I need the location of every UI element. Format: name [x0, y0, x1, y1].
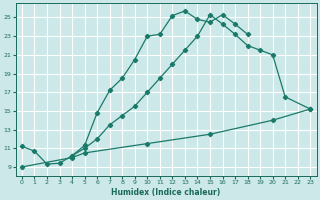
X-axis label: Humidex (Indice chaleur): Humidex (Indice chaleur)	[111, 188, 221, 197]
